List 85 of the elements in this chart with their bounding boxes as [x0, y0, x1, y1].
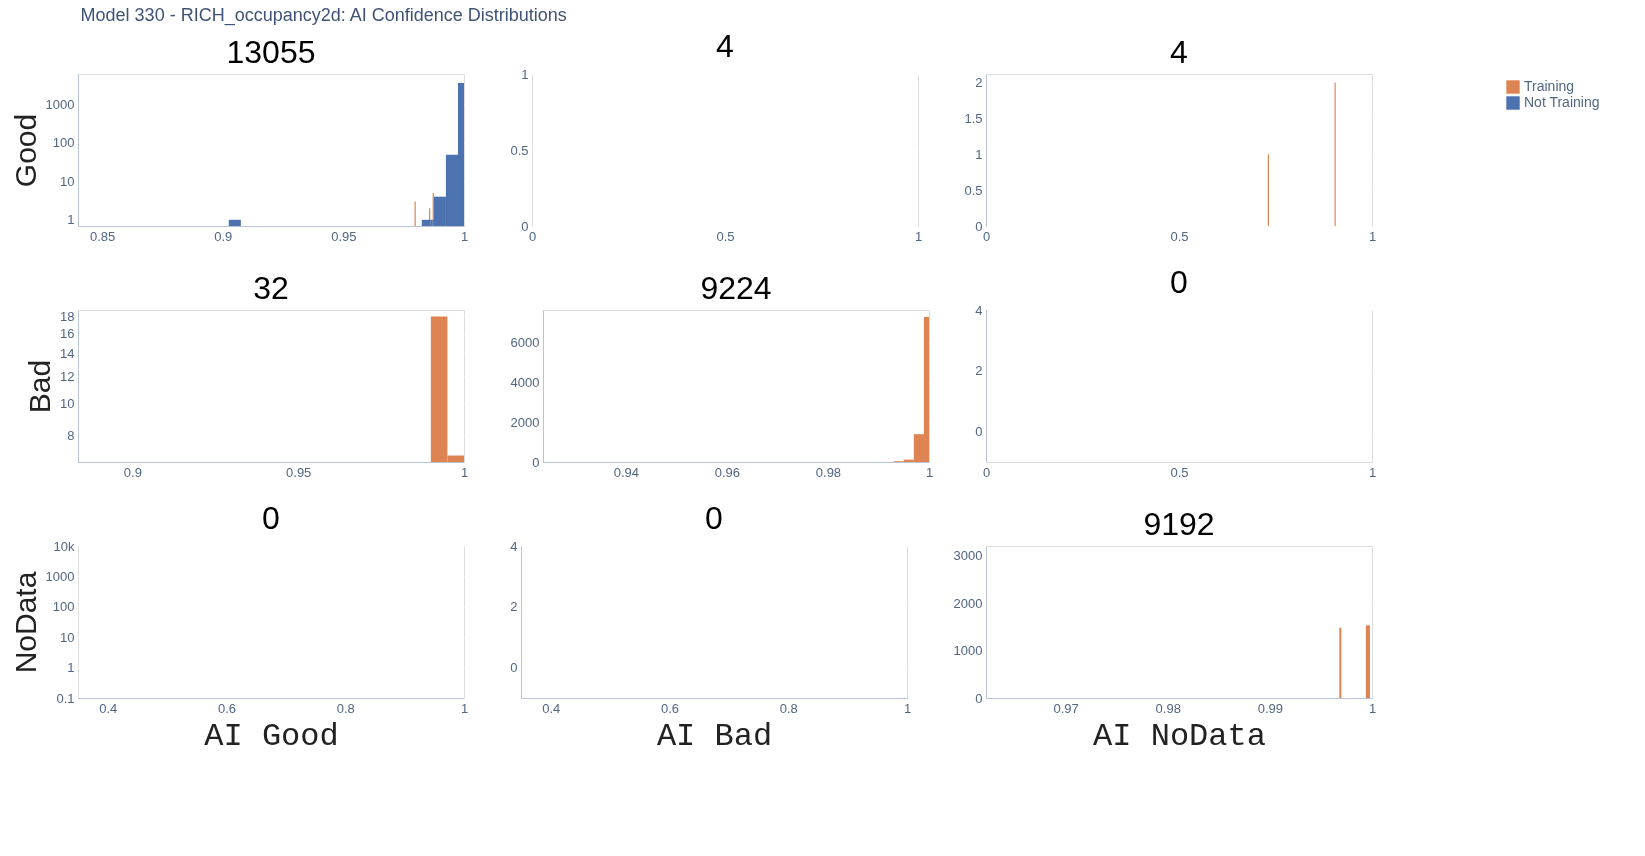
x-tick-label: 0.95 [331, 228, 357, 244]
chart-title: 4 [716, 28, 734, 64]
x-tick-label: 1 [914, 228, 923, 244]
x-tick-label: 0.99 [1257, 700, 1284, 716]
legend-label: Not Training [1524, 94, 1600, 110]
y-tick-label: 10k [53, 538, 75, 554]
legend-label: Training [1524, 78, 1575, 94]
y-tick-label: 0 [532, 454, 540, 470]
y-tick-label: 1 [67, 660, 75, 676]
y-tick-label: 2000 [953, 595, 983, 611]
x-tick-label: 1 [460, 228, 469, 244]
y-tick-label: 0 [521, 218, 529, 234]
x-tick-label: 0.4 [542, 700, 561, 716]
chart-title: 32 [253, 270, 289, 306]
x-tick-label: 0.94 [613, 464, 640, 480]
x-tick-label: 0.98 [815, 464, 842, 480]
x-tick-label: 0.4 [99, 700, 118, 716]
y-tick-label: 6000 [510, 335, 540, 351]
chart-title: 0 [705, 500, 723, 536]
x-tick-label: 0.5 [716, 228, 735, 244]
x-tick-label: 0.8 [336, 700, 355, 716]
chart-title: 4 [1170, 34, 1188, 70]
y-tick-label: 1000 [45, 96, 75, 112]
y-tick-label: 10 [60, 173, 75, 189]
x-tick-label: 1 [460, 464, 469, 480]
x-tick-label: 0.97 [1053, 700, 1079, 716]
chart-title: 9224 [700, 270, 772, 306]
chart-title: 0 [262, 500, 280, 536]
x-tick-label: 0.6 [217, 700, 236, 716]
text: Model 330 - RICH_occupancy2d: AI Confidence Distributions [80, 4, 567, 26]
y-tick-label: 18 [60, 308, 75, 324]
chart-title: 9192 [1143, 506, 1215, 542]
x-tick-label: 0.9 [214, 228, 233, 244]
y-tick-label: 4000 [510, 375, 540, 391]
x-tick-label: 0.95 [286, 464, 312, 480]
y-tick-label: 8 [67, 428, 75, 444]
chart-title: 13055 [226, 34, 316, 70]
x-tick-label: 0.85 [89, 228, 116, 244]
y-tick-label: 4 [975, 302, 983, 318]
x-tick-label: 0.8 [779, 700, 798, 716]
x-tick-label: 0.5 [1170, 464, 1189, 480]
y-axis-title: Good [8, 113, 42, 188]
x-tick-label: 0.96 [714, 464, 741, 480]
x-tick-label: 1 [903, 700, 912, 716]
y-tick-label: 0.5 [964, 182, 983, 198]
x-tick-label: 0.6 [660, 700, 679, 716]
x-tick-label: 1 [925, 464, 934, 480]
y-tick-label: 2 [975, 363, 983, 379]
y-tick-label: 14 [60, 345, 75, 361]
y-tick-label: 0 [975, 218, 983, 234]
y-tick-label: 1 [67, 212, 75, 228]
y-axis-title: Bad [23, 359, 57, 414]
chart-title: 0 [1170, 264, 1188, 300]
y-tick-label: 1 [521, 66, 529, 82]
x-axis-title: AI Good [204, 717, 339, 755]
x-tick-label: 1 [1368, 464, 1377, 480]
x-tick-label: 1 [1368, 228, 1377, 244]
x-axis-title: AI Bad [656, 717, 773, 755]
y-tick-label: 1000 [953, 643, 983, 658]
y-tick-label: 0 [510, 660, 518, 676]
x-tick-label: 0.5 [1170, 228, 1189, 244]
y-tick-label: 2 [975, 75, 983, 91]
y-tick-label: 0 [975, 690, 983, 706]
y-tick-label: 100 [52, 599, 75, 615]
y-tick-label: 1 [975, 146, 983, 162]
y-tick-label: 0.1 [56, 690, 75, 706]
x-axis-title: AI NoData [1093, 717, 1266, 755]
y-tick-label: 0 [975, 424, 983, 440]
x-tick-label: 1 [460, 700, 469, 716]
y-tick-label: 2 [510, 599, 518, 615]
y-tick-label: 4 [510, 538, 518, 554]
y-tick-label: 2000 [510, 414, 540, 430]
y-tick-label: 3000 [953, 548, 983, 563]
y-tick-label: 12 [60, 368, 75, 384]
x-tick-label: 0.98 [1155, 700, 1181, 716]
x-tick-label: 1 [1368, 700, 1377, 716]
y-axis-title: NoData [8, 571, 42, 674]
y-tick-label: 0.5 [510, 142, 529, 158]
y-tick-label: 100 [52, 135, 75, 151]
y-tick-label: 16 [60, 326, 75, 342]
y-tick-label: 10 [60, 395, 75, 411]
y-tick-label: 1.5 [964, 110, 983, 126]
x-tick-label: 0.9 [123, 464, 142, 480]
y-tick-label: 10 [60, 629, 75, 645]
y-tick-label: 1000 [45, 568, 75, 584]
